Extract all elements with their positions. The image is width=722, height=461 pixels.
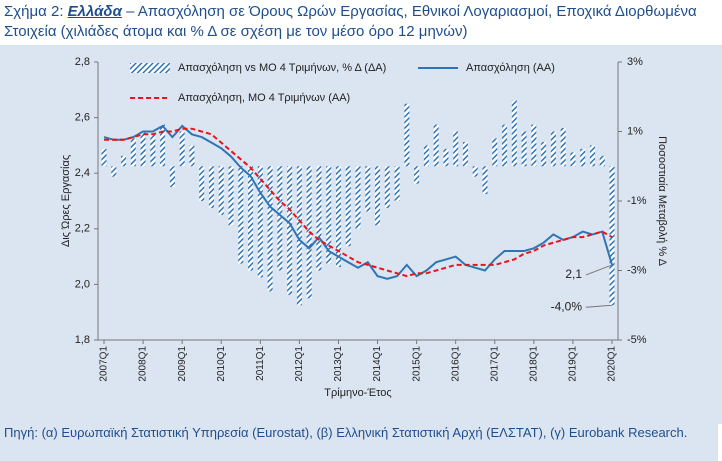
x-tick-label: 2016Q1 [450,346,461,382]
y-tick-label: 2,8 [75,56,90,68]
bar [189,145,195,167]
bar [462,141,468,167]
label-leader [585,264,613,276]
y2-axis-label: Ποσοστιαία Μεταβολή % Δ [656,136,668,267]
label-leader [585,304,613,308]
bar [228,166,234,226]
bar [277,166,283,271]
bar [375,166,381,226]
bar [609,166,615,306]
legend-label: Απασχόληση, ΜΟ 4 Τριμήνων (ΑΑ) [178,92,350,104]
data-label: 2,1 [565,267,582,281]
bar [550,131,556,167]
bar [599,155,605,167]
bar [257,166,263,278]
bar [433,124,439,167]
x-tick-label: 2008Q1 [138,346,149,382]
title-country: Ελλάδα [67,3,122,20]
bar [140,131,146,167]
y-axis-label: Δις Ώρες Εργασίας [60,155,72,247]
y-tick-label: 2,6 [75,112,90,124]
x-tick-label: 2018Q1 [528,346,539,382]
x-tick-label: 2014Q1 [372,346,383,382]
bar [384,166,390,208]
title-prefix: Σχήμα 2: [4,3,68,20]
bar [316,166,322,271]
bar [414,166,420,184]
x-tick-label: 2012Q1 [294,346,305,382]
bar [169,166,175,188]
bar [296,166,302,306]
bar [521,131,527,167]
x-tick-label: 2011Q1 [255,346,266,381]
x-tick-label: 2019Q1 [568,346,579,382]
x-axis-label: Τρίμηνο-Έτος [324,387,391,399]
bar [160,124,166,167]
bar [404,103,410,167]
bar [101,148,107,167]
chart-background [0,45,722,424]
bar [326,166,332,264]
bar [589,145,595,167]
source: Πηγή: (α) Ευρωπαϊκή Στατιστική Υπηρεσία … [0,424,718,461]
bar [365,166,371,212]
bar [238,166,244,264]
title-rest: – Απασχόληση σε Όρους Ωρών Εργασίας, Εθν… [4,3,697,40]
x-tick-label: 2015Q1 [411,346,422,382]
bar [482,166,488,195]
x-tick-label: 2013Q1 [333,346,344,382]
legend-label: Απασχόληση vs ΜΟ 4 Τριμήνων, % Δ (ΔΑ) [178,62,386,74]
y2-tick-label: 1% [627,125,643,137]
bar [208,166,214,208]
data-label: -4,0% [551,299,583,313]
bar [570,152,576,167]
bar [345,166,351,247]
bar [218,166,224,215]
bar [111,166,117,177]
x-tick-label: 2020Q1 [607,346,618,382]
y2-tick-label: 3% [627,56,643,68]
bar [355,166,361,229]
line [103,124,613,280]
line [104,127,613,278]
bar [492,138,498,167]
bar [267,166,273,292]
legend-swatch [130,63,170,73]
y2-tick-label: -5% [627,334,647,346]
bar [580,148,586,167]
y2-tick-label: -1% [627,195,647,207]
x-tick-label: 2017Q1 [489,346,500,382]
bar [199,166,205,201]
legend-label: Απασχόληση (ΑΑ) [466,62,555,74]
bar [502,124,508,167]
bar [335,166,341,268]
y-tick-label: 1,8 [75,334,90,346]
y2-tick-label: -3% [627,264,647,276]
bar [560,128,566,167]
x-tick-label: 2010Q1 [216,346,227,382]
bar [472,166,478,177]
x-tick-label: 2007Q1 [99,346,110,382]
y-tick-label: 2,0 [75,278,90,290]
y-tick-label: 2,2 [75,223,90,235]
bar [443,148,449,167]
bar [287,166,293,295]
bar [150,134,156,167]
y-tick-label: 2,4 [75,167,90,179]
bar [541,141,547,167]
bar [453,131,459,167]
bar [179,131,185,167]
bar [248,166,254,271]
x-tick-label: 2009Q1 [177,346,188,382]
bar [121,155,127,167]
bar [511,100,517,167]
bar [130,138,136,167]
bar [423,145,429,167]
title: Σχήμα 2: Ελλάδα – Απασχόληση σε Όρους Ωρ… [4,2,716,42]
bar [531,124,537,167]
bar [394,166,400,201]
